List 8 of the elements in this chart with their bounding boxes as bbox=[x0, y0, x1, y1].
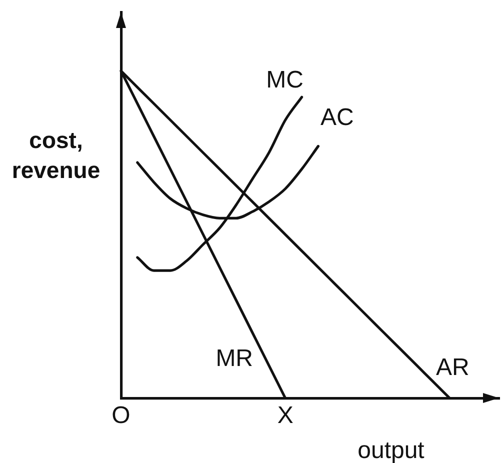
x-tick-label: X bbox=[277, 402, 294, 430]
series-label: AR bbox=[436, 354, 470, 381]
series-label: AC bbox=[320, 104, 354, 131]
y-axis-title: cost, revenue bbox=[10, 126, 102, 185]
series-label: MC bbox=[266, 66, 304, 94]
series-label: MR bbox=[216, 344, 254, 372]
x-tick-label: O bbox=[112, 402, 130, 430]
x-axis-title: output bbox=[356, 437, 426, 463]
